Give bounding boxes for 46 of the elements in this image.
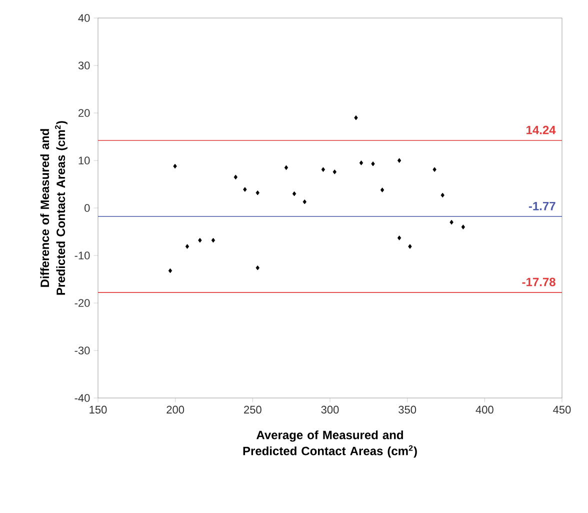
point [292,191,296,196]
y-tick-label: -20 [74,299,90,307]
point [321,167,326,172]
x-tick-label: 450 [553,406,571,414]
point [440,192,444,198]
point [432,167,436,172]
x-tick-label: 300 [321,406,339,414]
y-tick-label: 10 [78,156,90,164]
point [256,190,260,196]
y-tick-label: -40 [74,394,90,402]
y-tick-label: 20 [78,109,90,117]
point [461,224,466,230]
x-tick-label: 400 [476,406,494,414]
point [211,238,216,243]
point [185,244,190,249]
point [332,169,336,174]
point [450,220,454,225]
y-tick-label: 30 [78,62,90,70]
point [371,161,375,166]
x-tick-label: 200 [166,406,184,414]
y-tick-label: 40 [78,14,90,22]
y-tick-label: -30 [74,346,90,354]
ref-line-label: -17.78 [522,278,556,286]
point [173,164,177,169]
x-tick-label: 150 [90,406,107,414]
y-axis-title: Difference of Measured and Predicted Contact Areas (cm$^{2}$) [40,121,68,295]
y-tick-label: -10 [74,252,90,260]
point [359,160,364,166]
point [256,265,260,270]
point [397,236,402,240]
point [354,115,358,120]
point [302,199,306,204]
y-tick-label: 0 [84,204,90,212]
point [397,158,402,163]
ref-line-label: -1.77 [528,202,556,210]
point [168,268,172,274]
point [380,188,384,192]
point [243,187,247,192]
point [198,238,202,243]
point [234,174,238,180]
point [284,165,288,170]
x-tick-label: 350 [398,406,416,414]
ref-line-label: 14.24 [526,126,556,134]
x-axis-title: Average of Measured and Predicted Contact Areas (cm$^{2}$) [243,430,417,458]
x-tick-label: 250 [244,406,262,414]
point [408,244,412,249]
